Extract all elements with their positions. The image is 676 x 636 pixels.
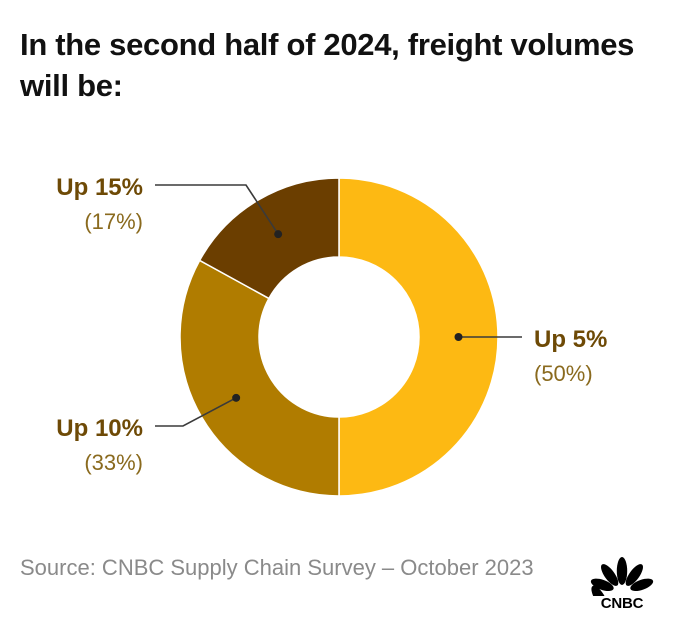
leader-line-up-10 — [155, 397, 237, 427]
donut-slice-up-15 — [198, 177, 340, 300]
cnbc-logo: CNBC — [584, 552, 660, 614]
slice-label-up-5: Up 5% — [534, 326, 607, 353]
cnbc-wordmark: CNBC — [600, 595, 644, 612]
leader-dot-up-10 — [232, 393, 241, 402]
source-note: Source: CNBC Supply Chain Survey – Octob… — [20, 555, 534, 580]
leader-line-up-15 — [155, 184, 279, 235]
nbc-peacock-icon — [590, 557, 654, 596]
donut-slice-up-10 — [179, 259, 340, 497]
slice-value-up-10: (33%) — [84, 450, 143, 475]
donut-slice-up-5 — [338, 177, 499, 497]
slice-value-up-15: (17%) — [84, 209, 143, 234]
leader-dot-up-5 — [454, 333, 463, 341]
donut-slices — [179, 177, 499, 497]
chart-title: In the second half of 2024, freight volu… — [20, 27, 635, 103]
slice-labels: Up 5% (50%) Up 10% (33%) Up 15% (17%) — [56, 174, 607, 475]
slice-label-up-15: Up 15% — [56, 174, 143, 201]
leader-lines — [155, 184, 522, 427]
slice-label-up-10: Up 10% — [56, 415, 143, 442]
slice-value-up-5: (50%) — [534, 361, 593, 386]
leader-dot-up-15 — [274, 230, 283, 239]
